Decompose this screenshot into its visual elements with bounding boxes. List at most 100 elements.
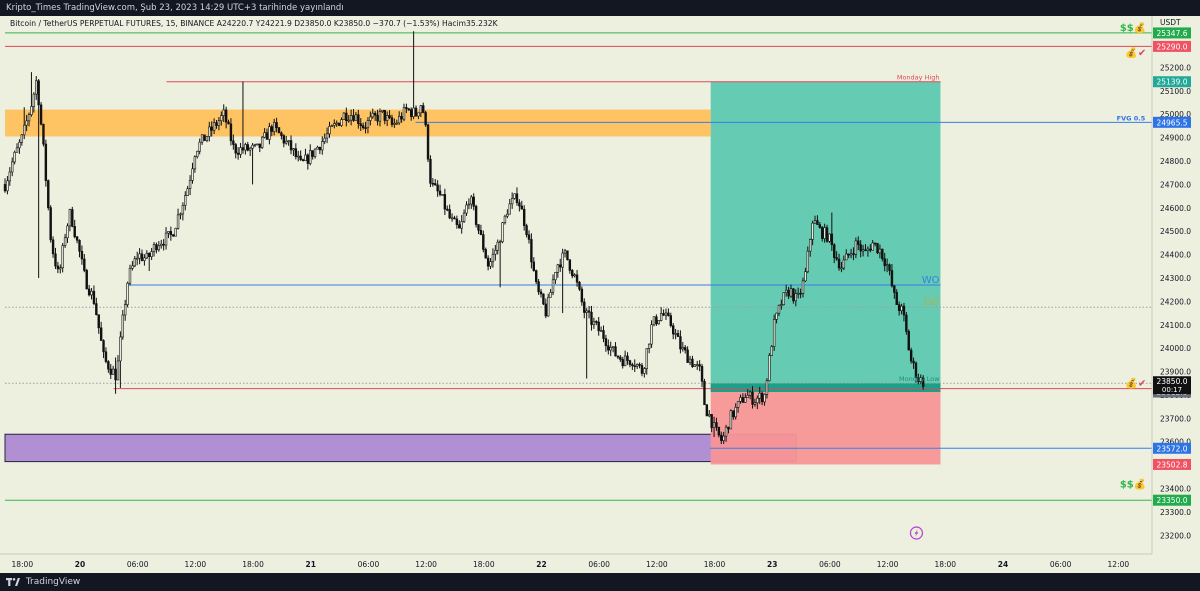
candle-body	[883, 258, 886, 267]
candle-body	[897, 304, 901, 311]
time-tick: 06:00	[358, 560, 380, 569]
candle	[662, 309, 665, 317]
candle-body	[777, 305, 781, 314]
candle-body	[561, 252, 564, 268]
candle-body	[85, 270, 88, 290]
candle	[337, 122, 341, 127]
candle-body	[703, 380, 706, 406]
candle-body	[674, 333, 677, 335]
candle-body	[768, 355, 771, 382]
price-tick: 25000.0	[1160, 110, 1191, 119]
candle	[897, 301, 901, 316]
candle	[453, 215, 456, 220]
candle-body	[873, 242, 877, 245]
candle-body	[179, 213, 182, 216]
candle-body	[116, 360, 120, 381]
candle-body	[455, 218, 459, 225]
candle	[414, 105, 418, 117]
candle-body	[724, 426, 728, 437]
candle-body	[407, 108, 411, 111]
candle-body	[753, 402, 757, 405]
candle	[95, 297, 98, 316]
candle	[251, 142, 254, 185]
candle-body	[152, 244, 156, 252]
candle-body	[390, 117, 394, 125]
candle	[244, 142, 247, 155]
candle-body	[465, 204, 468, 214]
candle	[316, 145, 319, 150]
candle	[482, 230, 485, 253]
candle-body	[669, 315, 672, 326]
candle	[292, 148, 295, 156]
candle-body	[337, 122, 341, 126]
candle-body	[835, 257, 838, 260]
candle	[99, 321, 103, 341]
candle-body	[539, 291, 543, 295]
candle	[664, 308, 668, 320]
candle	[559, 258, 562, 272]
candle-body	[585, 310, 588, 313]
price-axis: USDT23200.023300.023400.023500.023600.02…	[1151, 16, 1200, 554]
candle-body	[68, 209, 72, 227]
candle	[111, 365, 115, 375]
candle-body	[318, 146, 322, 151]
price-tick: 25200.0	[1160, 63, 1191, 72]
candle	[143, 254, 146, 266]
candle-body	[662, 313, 665, 316]
candle	[340, 117, 343, 127]
candle-body	[575, 274, 579, 283]
candle	[549, 288, 552, 298]
candle-body	[114, 368, 117, 381]
candle-body	[474, 205, 478, 225]
candle	[248, 146, 252, 157]
time-tick: 12:00	[646, 560, 668, 569]
candle	[484, 247, 487, 259]
candle-body	[186, 188, 189, 196]
candle-body	[188, 180, 192, 189]
candle-body	[309, 150, 312, 164]
candle	[325, 127, 329, 144]
price-tag-box	[1153, 40, 1191, 52]
price-chart[interactable]: Monday High FVG 0.5 WO DO Monday Low $$💰 💰✔ 💰✔ $…	[0, 16, 1200, 573]
candle-body	[825, 227, 829, 242]
candle-body	[640, 365, 644, 374]
candle	[186, 185, 189, 197]
candle	[758, 386, 761, 404]
candle-body	[123, 304, 127, 316]
candle-body	[494, 250, 497, 255]
candle-body	[234, 144, 237, 154]
tradingview-logo-icon	[6, 577, 20, 586]
candle	[354, 111, 358, 121]
candle-body	[410, 109, 413, 117]
candle	[830, 212, 834, 251]
candle-body	[616, 355, 620, 358]
candle-body	[599, 330, 603, 332]
candle-body	[357, 114, 360, 125]
candle	[477, 224, 480, 235]
candle	[422, 102, 425, 114]
candle-body	[686, 349, 689, 363]
candle	[217, 117, 221, 131]
candle	[806, 246, 810, 274]
candle	[772, 314, 776, 351]
candle	[684, 345, 687, 354]
candle	[446, 205, 449, 212]
candle	[907, 329, 910, 351]
candle-body	[169, 231, 173, 236]
candle-body	[756, 397, 759, 404]
candle-body	[479, 230, 483, 235]
candle	[905, 312, 908, 335]
candle-body	[537, 281, 540, 293]
candle-body	[518, 202, 521, 207]
candle	[864, 244, 867, 252]
candle	[669, 312, 672, 328]
candle-body	[705, 404, 709, 417]
candle	[335, 120, 338, 127]
candle	[789, 284, 793, 298]
candle	[347, 115, 350, 123]
candle	[479, 224, 483, 236]
candle-body	[282, 135, 286, 144]
candle-body	[498, 241, 502, 243]
candle-body	[131, 265, 134, 269]
candle-body	[876, 243, 879, 254]
